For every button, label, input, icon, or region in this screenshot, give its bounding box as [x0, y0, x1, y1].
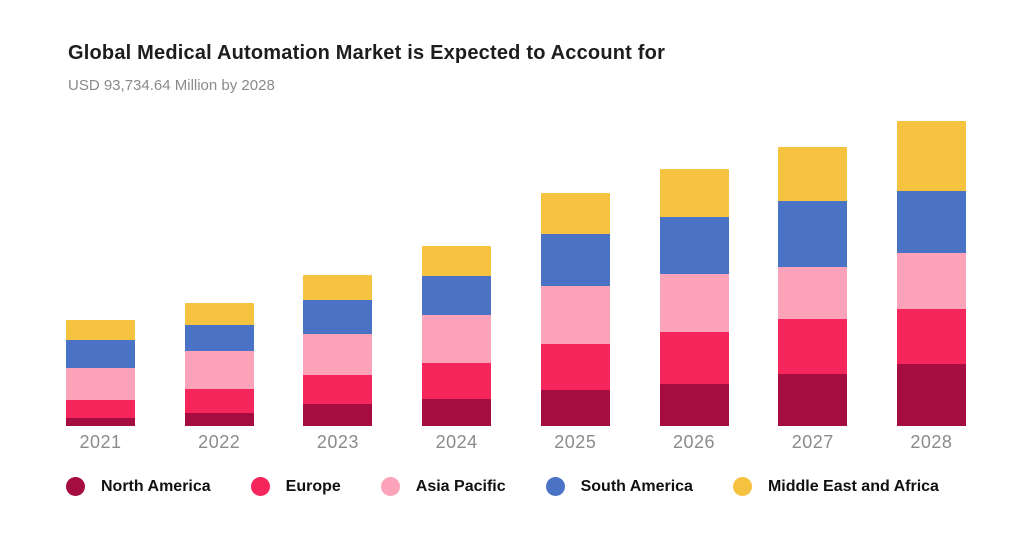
- bar-segment-europe-2027: [778, 319, 848, 375]
- bar-segment-south-america-2025: [540, 234, 610, 287]
- legend-label-south-america: South America: [580, 477, 693, 495]
- bar-segment-south-america-2026: [659, 216, 729, 275]
- bar-segment-middle-east-and-africa-2021: [66, 320, 135, 341]
- legend-swatch-middle-east-and-africa: [732, 477, 752, 496]
- legend-swatch-europe: [250, 477, 270, 496]
- bar-segment-europe-2021: [66, 399, 135, 418]
- legend-label-asia-pacific: Asia Pacific: [415, 477, 506, 495]
- legend-swatch-south-america: [545, 477, 565, 496]
- bar-segment-south-america-2023: [303, 300, 373, 335]
- x-axis-label-2024: 2024: [435, 432, 478, 452]
- x-axis-label-2027: 2027: [791, 432, 834, 452]
- legend-item-asia-pacific: Asia Pacific: [380, 477, 506, 496]
- bar-segment-south-america-2021: [66, 340, 135, 368]
- bar-group-2028: 2028: [896, 121, 966, 452]
- bar-segment-south-america-2027: [778, 201, 848, 268]
- chart-subtitle: USD 93,734.64 Million by 2028: [68, 77, 275, 94]
- legend-item-middle-east-and-africa: Middle East and Africa: [732, 477, 939, 496]
- bar-segment-europe-2026: [659, 331, 729, 384]
- bar-segment-north-america-2028: [896, 363, 966, 426]
- legend-swatch-north-america: [66, 477, 85, 496]
- bar-segment-north-america-2026: [659, 383, 729, 426]
- bar-segment-south-america-2022: [184, 325, 254, 351]
- bar-segment-south-america-2028: [896, 191, 966, 254]
- bar-group-2026: 2026: [659, 121, 729, 452]
- bar-segment-asia-pacific-2025: [540, 286, 610, 345]
- bar-segment-north-america-2022: [184, 412, 254, 426]
- bar-segment-middle-east-and-africa-2023: [303, 275, 373, 301]
- bar-segment-north-america-2027: [778, 374, 848, 426]
- bar-group-2025: 2025: [540, 121, 610, 452]
- bar-segment-asia-pacific-2026: [659, 274, 729, 332]
- bar-group-2027: 2027: [778, 121, 848, 452]
- bar-segment-south-america-2024: [422, 276, 492, 316]
- x-axis-label-2025: 2025: [554, 432, 597, 452]
- x-axis-label-2022: 2022: [198, 432, 241, 452]
- bar-segment-middle-east-and-africa-2028: [896, 121, 966, 192]
- legend: North America Europe Asia Pacific South Ame…: [66, 477, 939, 496]
- bar-segment-asia-pacific-2023: [303, 334, 373, 376]
- bar-segment-asia-pacific-2021: [66, 367, 135, 400]
- bar-segment-asia-pacific-2027: [778, 267, 848, 320]
- legend-item-europe: Europe: [250, 477, 341, 496]
- bar-group-2021: 2021: [66, 121, 135, 452]
- bar-segment-asia-pacific-2024: [422, 315, 492, 363]
- bar-segment-europe-2025: [540, 344, 610, 390]
- bar-segment-middle-east-and-africa-2022: [184, 302, 254, 326]
- chart-title: Global Medical Automation Market is Expe…: [68, 42, 666, 64]
- bar-segment-middle-east-and-africa-2025: [540, 192, 610, 235]
- bar-group-2023: 2023: [303, 121, 373, 452]
- x-axis-label-2026: 2026: [672, 432, 716, 452]
- x-axis-label-2021: 2021: [79, 432, 122, 452]
- bar-segment-north-america-2025: [540, 389, 610, 426]
- stacked-bar-chart: 2021 2022 2023 2024 2025 2026 2027 2028: [66, 121, 966, 452]
- bar-segment-europe-2022: [184, 389, 254, 413]
- legend-item-north-america: North America: [66, 477, 211, 496]
- legend-item-south-america: South America: [545, 477, 693, 496]
- bar-group-2024: 2024: [422, 121, 492, 452]
- bar-segment-middle-east-and-africa-2027: [778, 146, 848, 202]
- bar-group-2022: 2022: [184, 121, 254, 452]
- bar-segment-middle-east-and-africa-2026: [659, 169, 729, 217]
- bar-segment-north-america-2023: [303, 404, 373, 426]
- bar-segment-north-america-2021: [66, 417, 135, 426]
- x-axis-label-2028: 2028: [910, 432, 953, 452]
- bar-segment-europe-2028: [896, 309, 966, 364]
- legend-label-middle-east-and-africa: Middle East and Africa: [767, 477, 939, 495]
- bar-segment-europe-2023: [303, 375, 373, 405]
- bar-segment-middle-east-and-africa-2024: [422, 246, 492, 277]
- x-axis-label-2023: 2023: [316, 432, 359, 452]
- bar-segment-north-america-2024: [422, 399, 492, 426]
- legend-swatch-asia-pacific: [380, 477, 400, 496]
- bar-segment-asia-pacific-2028: [896, 253, 966, 310]
- bar-segment-asia-pacific-2022: [184, 350, 254, 390]
- legend-label-north-america: North America: [101, 477, 211, 495]
- legend-label-europe: Europe: [285, 477, 341, 495]
- bar-segment-europe-2024: [422, 362, 492, 400]
